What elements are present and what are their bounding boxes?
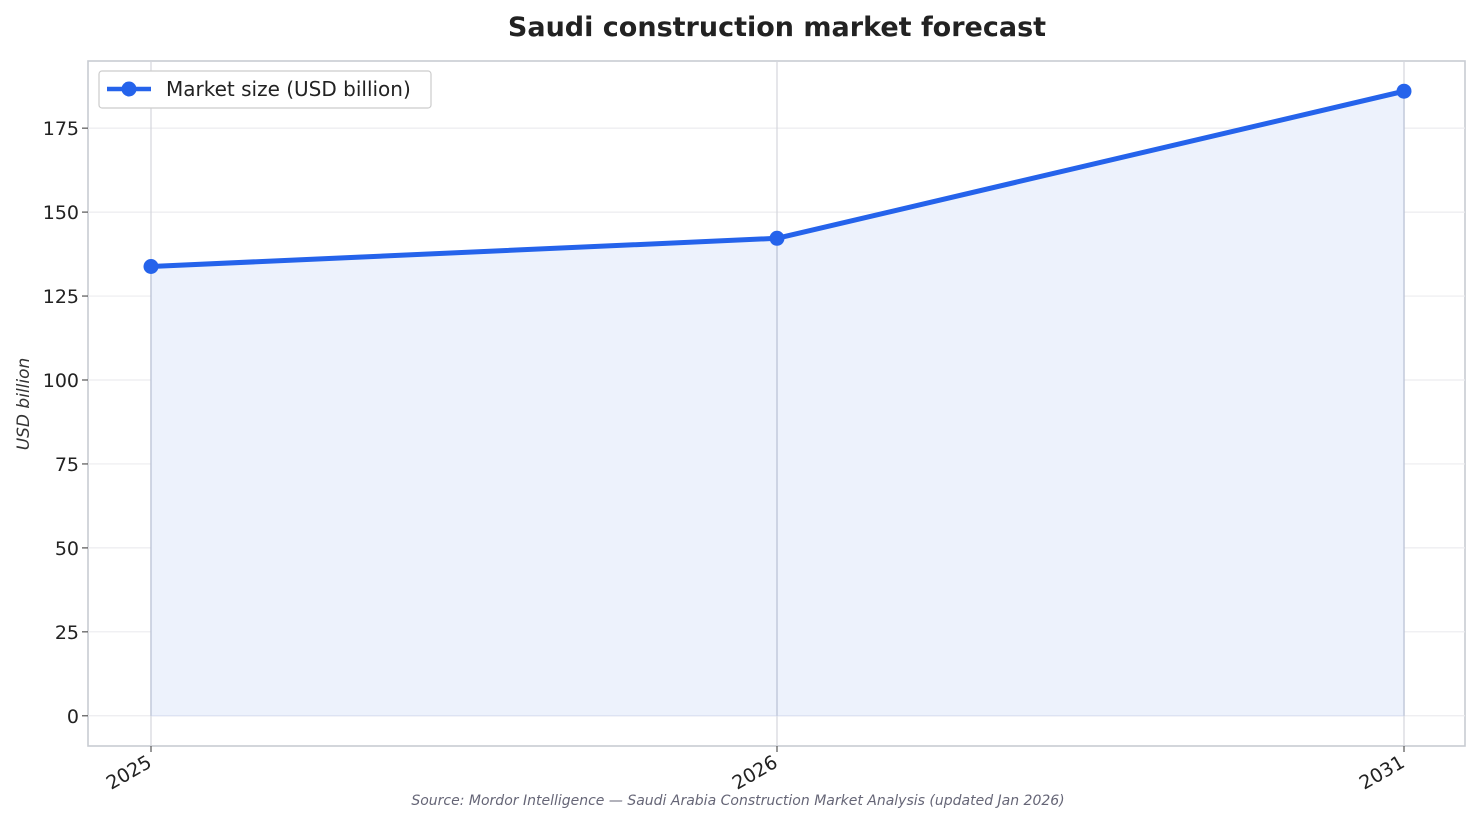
data-point-2026 [769,230,785,246]
y-axis-label: USD billion [14,358,34,451]
y-tick-label: 125 [43,286,79,308]
x-tick-label: 2026 [729,751,782,794]
y-tick-label: 150 [43,202,79,224]
y-tick-label: 175 [43,118,79,140]
y-tick-label: 25 [55,622,79,644]
y-tick-label: 0 [67,706,79,728]
legend: Market size (USD billion) [98,70,432,109]
legend-entry-label: Market size (USD billion) [166,77,411,101]
area-fill-layer [150,91,1405,717]
y-tick-label: 100 [43,370,79,392]
x-tick-label: 2025 [103,751,156,794]
data-points-layer [143,83,1412,274]
legend-marker-icon [121,81,137,97]
data-point-2031 [1396,83,1412,99]
y-tick-label: 50 [55,538,79,560]
y-tick-label: 75 [55,454,79,476]
x-axis-ticks: 2025 2026 2031 [103,746,1409,795]
legend-box [98,70,432,109]
data-point-2025 [143,259,159,274]
chart-title: Saudi construction market forecast [508,12,1046,43]
x-tick-label: 2031 [1356,751,1409,794]
y-axis-ticks: 0 25 50 75 100 125 150 175 [43,118,88,728]
source-note: Source: Mordor Intelligence — Saudi Arab… [411,793,1064,809]
